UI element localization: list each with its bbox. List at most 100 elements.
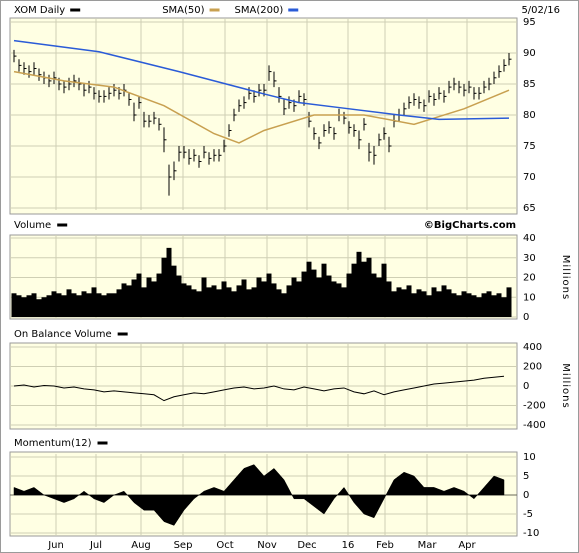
y-tick-label: 85 <box>523 79 536 90</box>
volume-bar <box>486 291 492 317</box>
volume-bar <box>451 293 457 317</box>
x-tick-label: Nov <box>257 540 277 551</box>
y-tick-label: 90 <box>523 48 536 59</box>
sma-line <box>13 39 510 121</box>
volume-bar <box>296 281 302 317</box>
volume-bar <box>331 281 337 317</box>
y-tick-label: 95 <box>523 17 536 28</box>
volume-bar <box>11 293 17 317</box>
volume-bar <box>476 297 482 317</box>
volume-bar <box>446 289 452 317</box>
volume-bar <box>41 297 47 317</box>
y-tick-label: 65 <box>523 203 536 214</box>
volume-bar <box>36 299 42 317</box>
legend-label: SMA(50) <box>162 5 204 16</box>
y-tick-label: 75 <box>523 141 536 152</box>
volume-bar <box>206 287 212 317</box>
volume-bar <box>76 295 82 317</box>
credit: ©BigCharts.com <box>424 220 516 231</box>
x-tick-label: Jun <box>47 540 64 551</box>
volume-bar <box>66 289 72 317</box>
volume-bar <box>421 291 427 317</box>
volume-bar <box>416 289 422 317</box>
x-tick-label: Dec <box>297 540 316 551</box>
volume-bar <box>51 291 57 317</box>
volume-bar <box>196 291 202 317</box>
volume-bar <box>381 263 387 317</box>
x-tick-label: Aug <box>131 540 151 551</box>
volume-bar <box>266 273 272 317</box>
volume-bar <box>251 287 257 317</box>
volume-bar <box>456 295 462 317</box>
volume-bar <box>246 289 252 317</box>
volume-bar <box>386 281 392 317</box>
y-tick-label: 0 <box>523 490 529 501</box>
volume-bar <box>221 281 227 317</box>
y-tick-label: 70 <box>523 172 536 183</box>
volume-bar <box>26 295 32 317</box>
volume-bar <box>236 285 242 317</box>
volume-bar <box>116 289 122 317</box>
legend-label: SMA(200) <box>235 5 284 16</box>
volume-bar <box>171 265 177 317</box>
volume-bar <box>281 293 287 317</box>
x-tick-label: Jul <box>89 540 102 551</box>
y-tick-label: 10 <box>523 452 536 463</box>
volume-bar <box>191 289 197 317</box>
volume-bar <box>396 287 402 317</box>
sma-line <box>13 70 510 144</box>
volume-bar <box>441 285 447 317</box>
volume-bar <box>256 277 262 317</box>
volume-bar <box>406 285 412 317</box>
y-tick-label: 0 <box>523 381 529 392</box>
y-tick-label: 200 <box>523 362 542 373</box>
volume-bar <box>136 273 142 317</box>
y-tick-label: -5 <box>523 509 533 520</box>
volume-bar <box>431 287 437 317</box>
volume-bar <box>31 293 37 317</box>
y-tick-label: -10 <box>523 528 539 539</box>
volume-bar <box>506 287 512 317</box>
y-tick-label: 10 <box>523 292 536 303</box>
x-tick-label: Sep <box>174 540 193 551</box>
volume-bar <box>436 291 442 317</box>
y-tick-label: 5 <box>523 471 529 482</box>
volume-bar <box>226 287 232 317</box>
y-axis-label: Millions <box>560 363 571 408</box>
y-tick-label: -400 <box>523 420 546 431</box>
legend-label: XOM Daily <box>14 5 65 16</box>
volume-bar <box>46 295 52 317</box>
y-axis-label: Millions <box>560 255 571 300</box>
volume-bar <box>361 261 367 317</box>
panel-title: On Balance Volume <box>14 329 112 340</box>
volume-bar <box>501 297 507 317</box>
volume-bar <box>126 285 132 317</box>
panel-title: Momentum(12) <box>14 438 92 449</box>
volume-bar <box>316 277 322 317</box>
volume-bar <box>261 281 267 317</box>
volume-bar <box>151 281 157 317</box>
volume-bar <box>271 283 277 317</box>
y-tick-label: 20 <box>523 273 536 284</box>
volume-bar <box>86 293 92 317</box>
volume-bar <box>376 277 382 317</box>
volume-bar <box>166 247 172 317</box>
volume-bar <box>471 295 477 317</box>
volume-bar <box>291 277 297 317</box>
x-tick-label: Apr <box>458 540 476 551</box>
volume-bar <box>201 277 207 317</box>
volume-bar <box>356 251 362 317</box>
y-tick-label: 400 <box>523 342 542 353</box>
volume-bar <box>391 291 397 317</box>
volume-bar <box>241 279 247 317</box>
volume-bar <box>306 261 312 317</box>
volume-bar <box>321 263 327 317</box>
volume-bar <box>111 293 117 317</box>
volume-bar <box>371 273 377 317</box>
x-tick-label: Feb <box>376 540 394 551</box>
volume-bar <box>461 291 467 317</box>
volume-bar <box>81 291 87 317</box>
volume-bar <box>286 285 292 317</box>
volume-bar <box>366 257 372 317</box>
